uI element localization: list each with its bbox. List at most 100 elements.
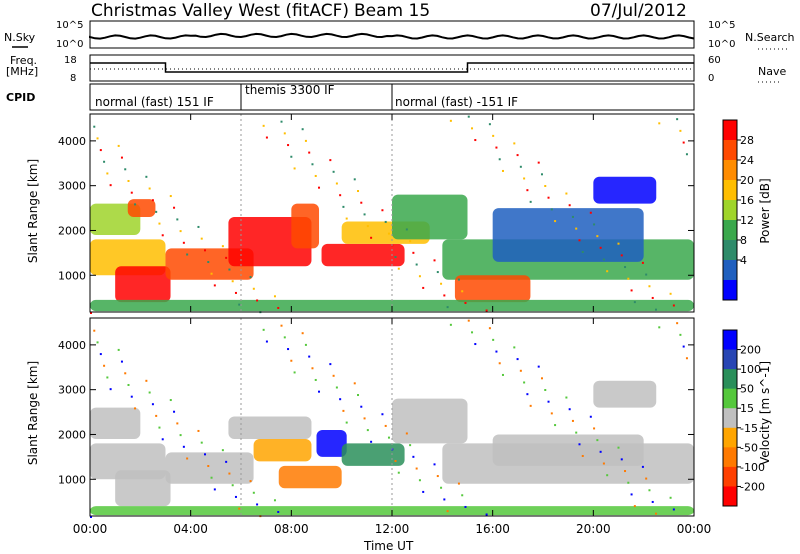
scatter-dot	[596, 235, 599, 238]
scatter-dot	[474, 139, 477, 142]
scatter-dot	[658, 326, 661, 329]
power-panel-region-0	[90, 203, 141, 235]
nsky-tick-bottom: 10^0	[56, 39, 84, 50]
scatter-dot	[308, 355, 311, 358]
scatter-dot	[213, 488, 216, 491]
velocity-panel-region-9	[392, 398, 468, 444]
scatter-dot	[516, 358, 519, 361]
velocity-panel-region-7	[316, 429, 347, 457]
scatter-dot	[436, 475, 439, 478]
scatter-dot	[409, 444, 412, 447]
scatter-dot	[304, 139, 307, 142]
velocity-panel-region-2	[115, 470, 171, 507]
scatter-dot	[109, 184, 112, 187]
scatter-dot	[446, 510, 449, 513]
scatter-dot	[679, 333, 682, 336]
scatter-dot	[498, 158, 501, 161]
colorbar-tick-label: 12	[740, 214, 754, 227]
y-tick-label: 2000	[58, 224, 86, 237]
scatter-dot	[381, 209, 384, 212]
freq-unit-label: [MHz]	[6, 65, 39, 78]
scatter-dot	[589, 415, 592, 418]
scatter-dot	[550, 208, 553, 211]
scatter-dot	[606, 270, 609, 273]
scatter-dot	[308, 151, 311, 154]
scatter-dot	[127, 179, 130, 182]
scatter-dot	[630, 289, 633, 292]
scatter-dot	[304, 343, 307, 346]
scatter-dot	[169, 399, 172, 402]
nsearch-tick-top: 10^5	[708, 20, 736, 31]
power-panel-region-6	[291, 203, 320, 249]
scatter-dot	[96, 341, 99, 344]
scatter-dot	[471, 127, 474, 130]
scatter-dot	[249, 480, 252, 483]
scatter-dot	[498, 362, 501, 365]
scatter-dot	[262, 328, 265, 331]
scatter-dot	[127, 383, 130, 386]
colorbar-swatch	[723, 427, 737, 448]
scatter-dot	[620, 254, 623, 257]
scatter-dot	[412, 251, 415, 254]
scatter-dot	[342, 409, 345, 412]
scatter-dot	[593, 223, 596, 226]
scatter-dot	[339, 398, 342, 401]
scatter-dot	[602, 258, 605, 261]
nsky-strip	[89, 20, 695, 49]
freq-tick-bottom: 8	[70, 73, 77, 84]
scatter-dot	[461, 494, 464, 497]
scatter-dot	[633, 505, 636, 508]
scatter-dot	[169, 195, 172, 198]
cpid-segment-2: themis 3300 IF	[245, 83, 335, 97]
colorbar-swatch	[723, 486, 737, 507]
scatter-dot	[397, 471, 400, 474]
scatter-dot	[387, 436, 390, 439]
scatter-dot	[363, 417, 366, 420]
nsky-tick-top: 10^5	[56, 20, 84, 31]
freq-label: Freq.	[10, 54, 38, 67]
scatter-dot	[314, 378, 317, 381]
nsky-label: N.Sky	[4, 31, 36, 44]
scatter-dot	[443, 498, 446, 501]
scatter-dot	[409, 240, 412, 243]
scatter-dot	[176, 422, 179, 425]
scatter-dot	[357, 190, 360, 193]
scatter-dot	[449, 323, 452, 326]
scatter-dot	[234, 495, 237, 498]
scatter-dot	[464, 505, 467, 508]
scatter-dot	[571, 215, 574, 218]
power-panel-region-1	[127, 199, 156, 218]
scatter-dot	[370, 236, 373, 239]
scatter-dot	[238, 303, 241, 306]
scatter-dot	[627, 481, 630, 484]
cpid-label: CPID	[6, 91, 36, 104]
scatter-dot	[145, 175, 148, 178]
scatter-dot	[578, 443, 581, 446]
velocity-panel-region-8	[341, 443, 405, 466]
scatter-dot	[161, 234, 164, 237]
cpid-segment-1: normal (fast) 151 IF	[95, 95, 214, 109]
y-tick-label: 3000	[58, 180, 86, 193]
scatter-dot	[550, 412, 553, 415]
velocity-panel-region-11	[492, 434, 644, 466]
velocity-panel-region-0	[90, 407, 141, 439]
scatter-dot	[197, 225, 200, 228]
scatter-dot	[471, 331, 474, 334]
x-tick-label: 00:00	[73, 522, 108, 536]
scatter-dot	[415, 263, 418, 266]
scatter-dot	[405, 432, 408, 435]
scatter-dot	[565, 396, 568, 399]
scatter-dot	[457, 278, 460, 281]
scatter-dot	[526, 189, 529, 192]
scatter-dot	[210, 272, 213, 275]
colorbar-tick-label: -15	[740, 422, 758, 435]
colorbar-tick-label: 4	[740, 254, 747, 267]
x-tick-label: 08:00	[274, 522, 309, 536]
scatter-dot	[457, 482, 460, 485]
x-axis-label: Time UT	[364, 539, 414, 553]
scatter-dot	[387, 232, 390, 235]
power-panel-region-12	[492, 208, 644, 262]
colorbar-tick-label: 50	[740, 383, 754, 396]
scatter-dot	[485, 309, 488, 312]
scatter-dot	[633, 301, 636, 304]
